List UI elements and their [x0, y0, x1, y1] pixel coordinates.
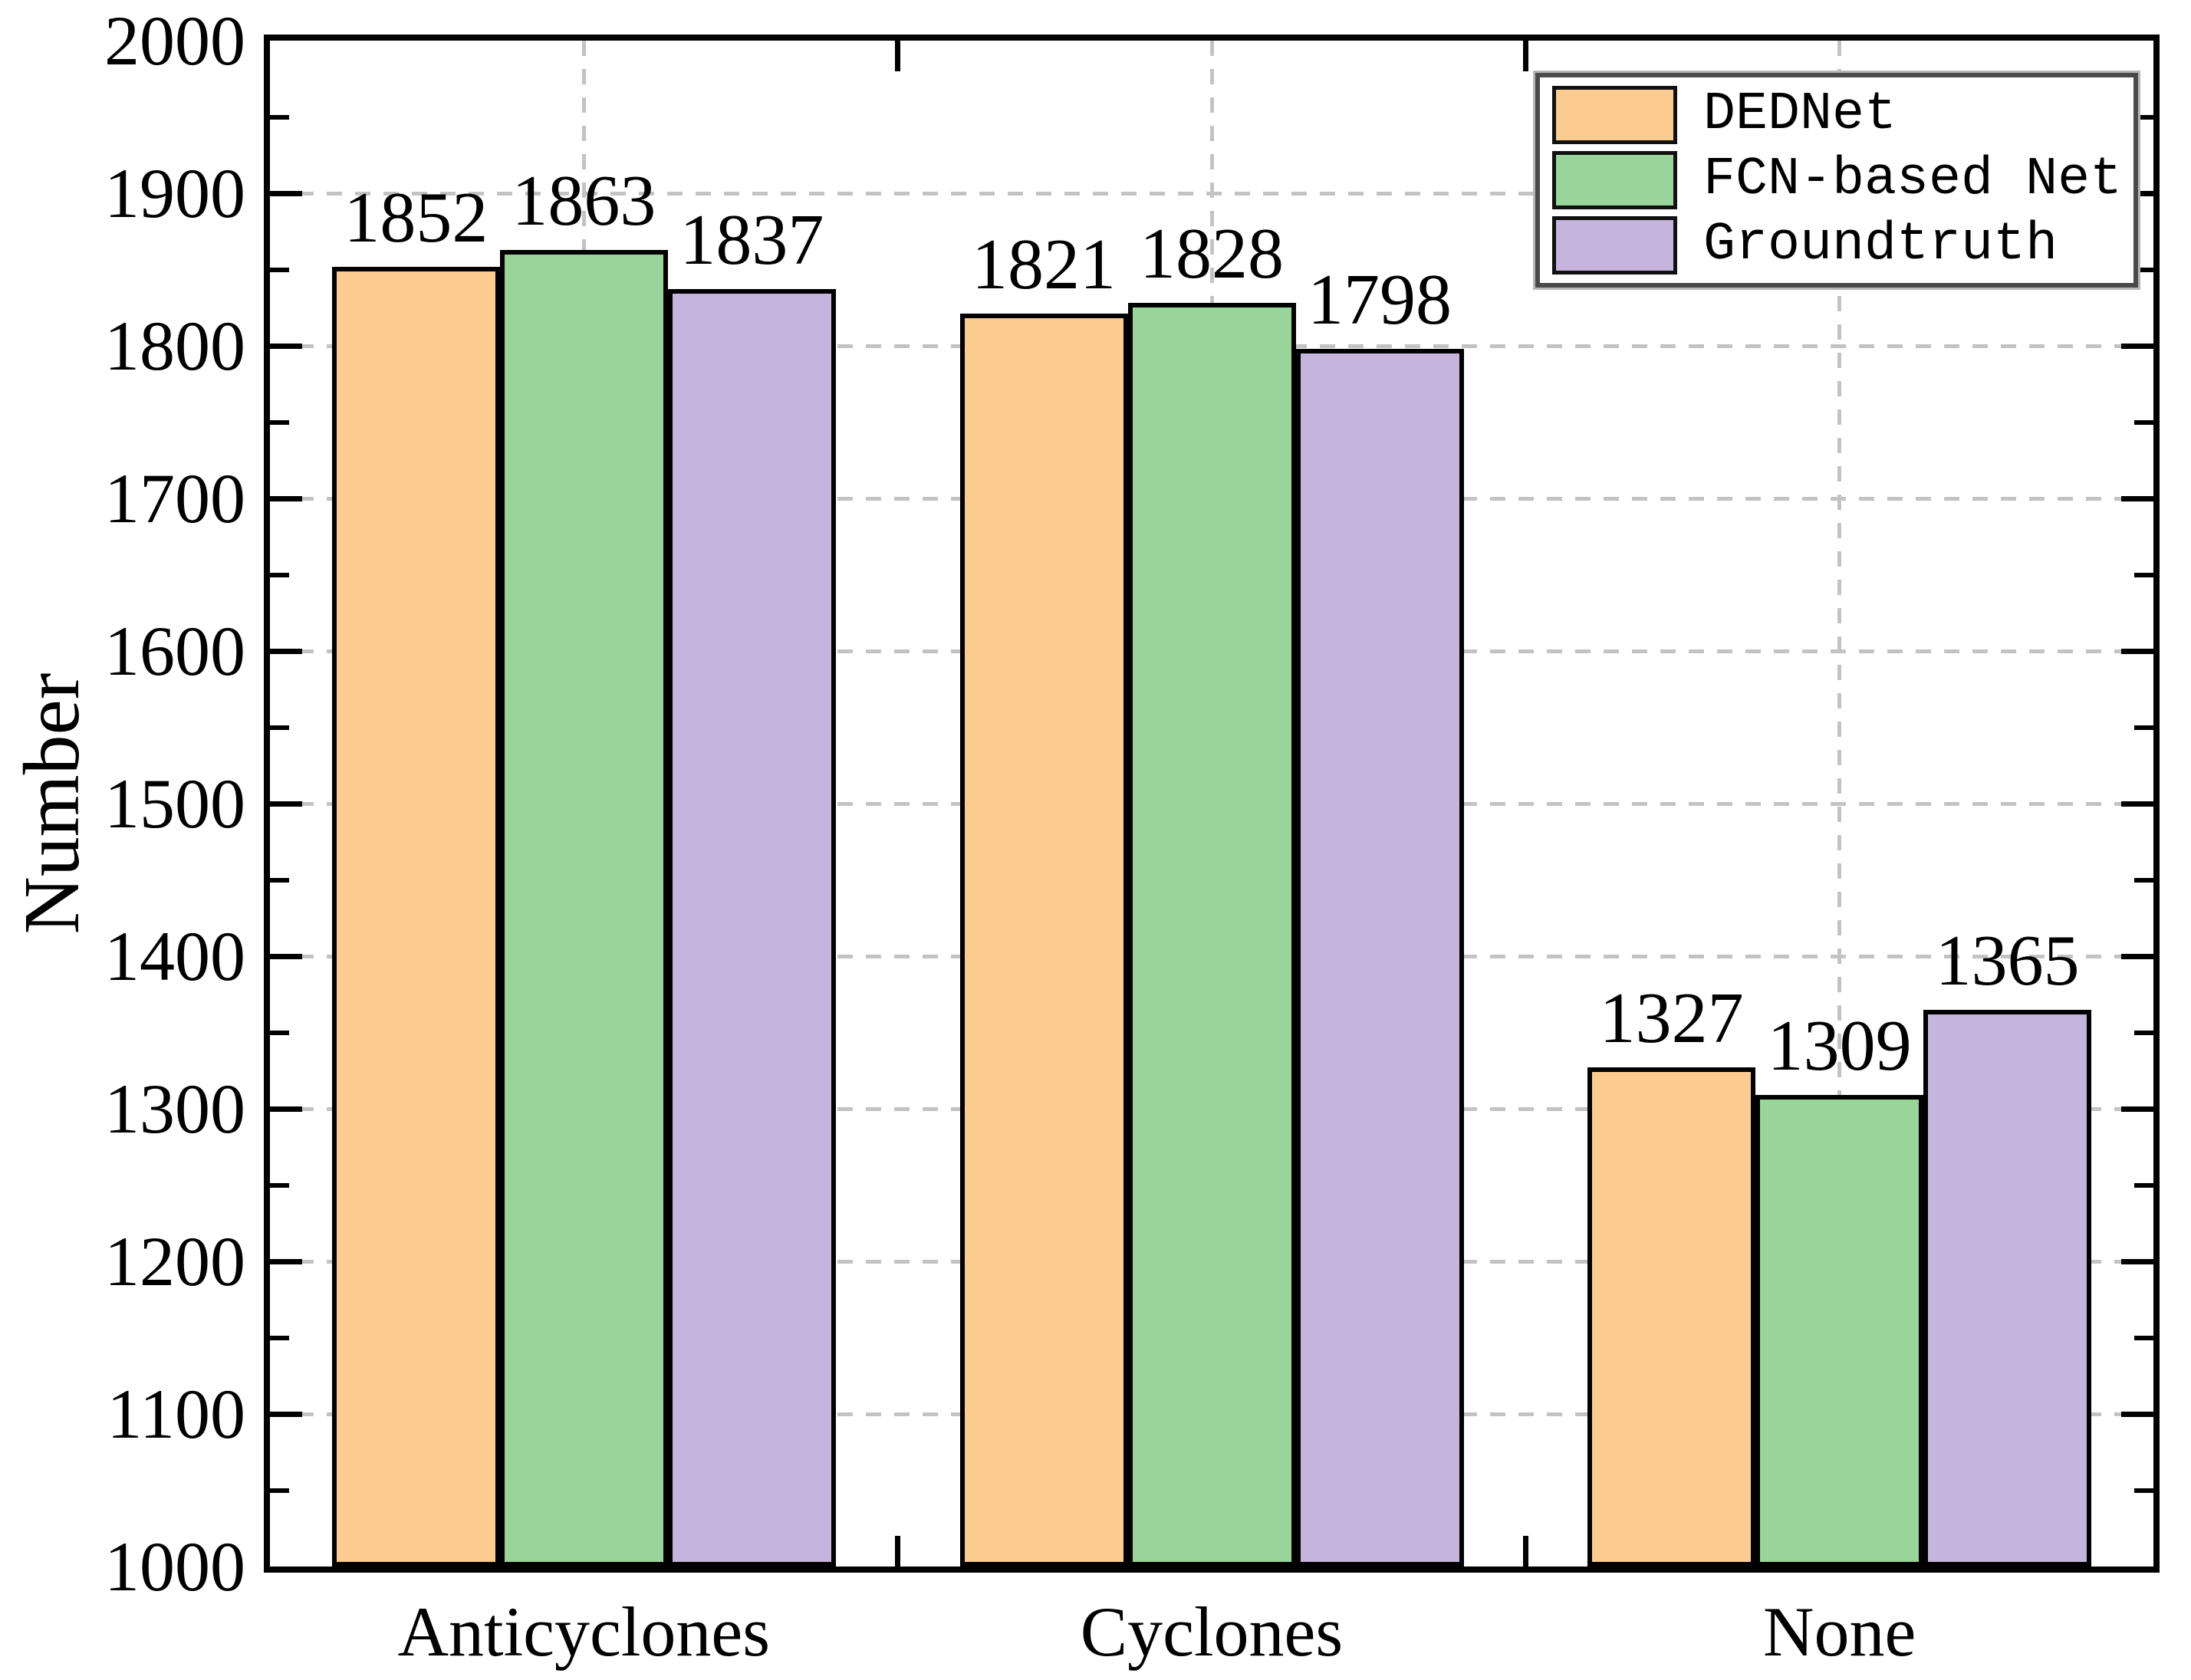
y-axis-tick: [2121, 344, 2153, 349]
y-axis-tick: [2134, 419, 2153, 425]
y-tick-label: 1200: [104, 1222, 245, 1300]
y-tick-label: 2000: [104, 2, 245, 80]
x-axis-tick: [895, 1536, 901, 1567]
y-axis-tick: [2134, 1335, 2153, 1340]
x-category-label: Anticyclones: [397, 1593, 771, 1671]
legend-swatch: [1552, 216, 1677, 275]
bar-value-label: 1828: [1140, 214, 1284, 294]
y-tick-label: 1700: [104, 459, 245, 538]
legend-item: FCN-based Net: [1552, 150, 2129, 211]
y-axis-tick: [270, 1412, 302, 1417]
bar: [331, 266, 500, 1567]
y-tick-label: 1000: [104, 1527, 245, 1606]
plot-area: DEDNet FCN-based Net Groundtruth 1852 1821 1…: [264, 35, 2160, 1573]
legend-swatch: [1552, 150, 1677, 209]
legend-item: DEDNet: [1552, 84, 2129, 146]
legend-item: Groundtruth: [1552, 215, 2129, 276]
y-axis-tick: [270, 1335, 289, 1340]
legend: DEDNet FCN-based Net Groundtruth: [1535, 73, 2138, 288]
y-axis-tick: [2121, 1106, 2153, 1112]
y-axis-tick: [2134, 267, 2153, 272]
y-axis-tick: [2121, 954, 2153, 959]
bar: [959, 314, 1128, 1567]
v-gridline: [1837, 41, 1842, 1567]
y-axis-tick: [270, 1106, 302, 1112]
y-axis-tick: [2121, 496, 2153, 501]
bar: [1755, 1095, 1924, 1567]
bar-value-label: 1863: [512, 160, 656, 241]
y-axis-tick: [2134, 1488, 2153, 1493]
x-category-label: None: [1763, 1593, 1916, 1671]
bar: [1127, 303, 1296, 1567]
legend-label: Groundtruth: [1703, 215, 2058, 276]
y-axis-tick: [2134, 114, 2153, 120]
y-axis-tick: [270, 649, 302, 654]
bar: [1295, 348, 1464, 1567]
y-axis-tick: [270, 954, 302, 959]
bar: [1923, 1009, 2092, 1567]
y-axis-tick: [270, 1259, 302, 1264]
x-axis-tick: [895, 41, 901, 71]
y-axis-tick: [2134, 725, 2153, 730]
y-tick-label: 1100: [107, 1375, 245, 1453]
y-axis-tick: [270, 114, 289, 120]
bar: [667, 289, 836, 1567]
y-axis-tick: [270, 496, 302, 501]
y-axis-tick: [2134, 1182, 2153, 1188]
legend-label: DEDNet: [1703, 84, 1897, 145]
y-axis-tick: [2121, 801, 2153, 807]
y-axis-tick: [270, 877, 289, 883]
y-axis-tick: [270, 725, 289, 730]
y-tick-label: 1600: [104, 612, 245, 690]
y-axis-tick: [270, 1488, 289, 1493]
y-axis-tick: [270, 1030, 289, 1035]
x-axis-tick: [1522, 41, 1528, 71]
y-axis-tick: [270, 801, 302, 807]
y-axis-tick: [2121, 649, 2153, 654]
x-axis-tick: [1522, 1536, 1528, 1567]
y-tick-label: 1800: [104, 307, 245, 385]
bar-value-label: 1309: [1767, 1006, 1912, 1087]
y-axis-tick: [270, 267, 289, 272]
y-axis-tick: [2134, 1030, 2153, 1035]
bar: [499, 249, 668, 1567]
bar-value-label: 1365: [1935, 920, 2080, 1001]
bar-value-label: 1327: [1599, 978, 1744, 1059]
legend-swatch: [1552, 85, 1677, 144]
y-tick-label: 1300: [104, 1070, 245, 1148]
y-axis-tick: [2134, 877, 2153, 883]
x-category-label: Cyclones: [1080, 1593, 1344, 1671]
y-axis-tick: [270, 344, 302, 349]
y-axis-tick: [270, 191, 302, 196]
y-axis-tick: [2121, 1412, 2153, 1417]
bar: [1587, 1067, 1756, 1567]
y-axis-tick: [270, 419, 289, 425]
y-axis-tick: [270, 572, 289, 577]
bar-value-label: 1837: [679, 200, 824, 281]
y-tick-label: 1400: [104, 917, 245, 995]
y-axis-tick: [2121, 1259, 2153, 1264]
bar-value-label: 1852: [344, 177, 489, 258]
legend-label: FCN-based Net: [1703, 149, 2123, 210]
bar-value-label: 1798: [1308, 259, 1452, 340]
y-tick-label: 1900: [104, 154, 245, 232]
bar-value-label: 1821: [972, 225, 1116, 305]
y-tick-label: 1500: [104, 764, 245, 843]
y-axis-tick: [270, 1182, 289, 1188]
y-axis-tick: [2134, 572, 2153, 577]
